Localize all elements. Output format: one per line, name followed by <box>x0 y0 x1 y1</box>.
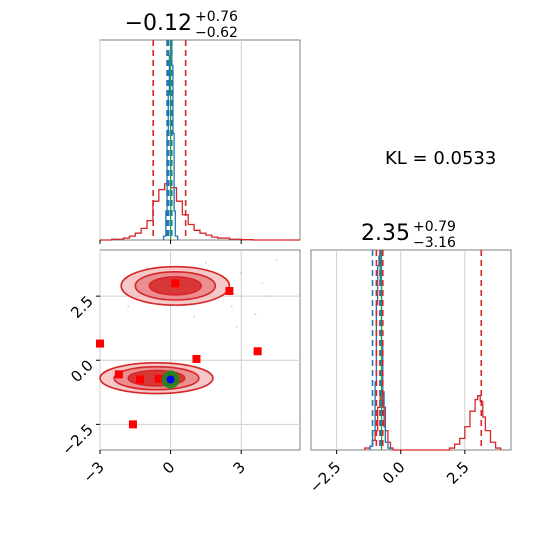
joint-red-square <box>154 374 163 383</box>
marginal-y-title: 2.35 <box>361 221 410 246</box>
joint-red-square <box>128 420 137 429</box>
joint-mean-point <box>166 375 175 384</box>
marginal-x-frame <box>99 39 301 241</box>
joint-sample-point <box>146 266 149 269</box>
joint-sample-point <box>254 313 257 316</box>
joint-sample-point <box>261 282 264 285</box>
joint-red-square <box>253 347 262 356</box>
marginal-y-x-tick-labels: −2.5 0.0 2.5 <box>306 458 473 496</box>
marginal-x-panel: −0.12 +0.76 −0.62 <box>99 9 301 244</box>
joint-red-square <box>136 375 144 384</box>
marginal-y-panel: −2.5 0.0 2.5 2.35 +0.79 −3.16 <box>306 219 512 497</box>
marginal-y-grid <box>336 250 466 450</box>
joint-sample-point <box>193 315 196 318</box>
joint-sample-point <box>235 325 238 328</box>
joint-sample-point <box>240 272 243 275</box>
joint-x-tick-labels: −3 0 3 <box>79 458 249 486</box>
joint-red-square <box>225 287 234 296</box>
joint-contours <box>99 265 231 395</box>
joint-red-square <box>171 279 180 288</box>
joint-x-tick-label: −3 <box>79 458 107 486</box>
marginal-y-x-tick-label: 0.0 <box>379 458 409 488</box>
joint-sample-point <box>204 261 207 264</box>
joint-sample-point <box>230 305 233 308</box>
joint-y-tick-label: 0.0 <box>67 356 97 386</box>
joint-sample-point <box>268 295 271 298</box>
joint-y-tick-label: −2.5 <box>58 420 96 458</box>
marginal-x-title: −0.12 <box>125 11 192 36</box>
marginal-y-frame <box>310 249 512 451</box>
marginal-y-x-tick-label: 2.5 <box>443 458 473 488</box>
marginal-x-quantile-lines <box>152 40 187 240</box>
joint-red-square <box>96 339 104 348</box>
joint-red-square <box>192 354 201 363</box>
joint-ticks <box>96 295 242 454</box>
joint-points <box>96 279 262 429</box>
marginal-x-histogram-red <box>100 183 300 241</box>
joint-panel: −3 0 3 −2.5 0.0 2.5 <box>58 249 301 486</box>
joint-sample-point <box>127 305 130 308</box>
marginal-y-x-tick-label: −2.5 <box>306 458 344 496</box>
kl-annotation: KL = 0.0533 <box>385 148 496 169</box>
marginal-y-title-lower: −3.16 <box>413 235 456 251</box>
marginal-x-ticks <box>99 240 242 244</box>
joint-y-tick-label: 2.5 <box>67 292 97 322</box>
marginal-y-quantile-lines <box>371 250 483 450</box>
marginal-y-title-upper: +0.79 <box>413 219 456 235</box>
marginal-y-histogram-red <box>364 391 502 451</box>
joint-x-tick-label: 0 <box>159 458 178 477</box>
joint-sample-point <box>275 259 278 262</box>
marginal-x-title-upper: +0.76 <box>195 9 238 25</box>
marginal-y-ticks <box>336 450 466 454</box>
joint-y-tick-labels: −2.5 0.0 2.5 <box>58 292 96 459</box>
marginal-x-title-lower: −0.62 <box>195 25 238 41</box>
joint-red-square <box>114 370 123 379</box>
joint-x-tick-label: 3 <box>230 458 249 477</box>
